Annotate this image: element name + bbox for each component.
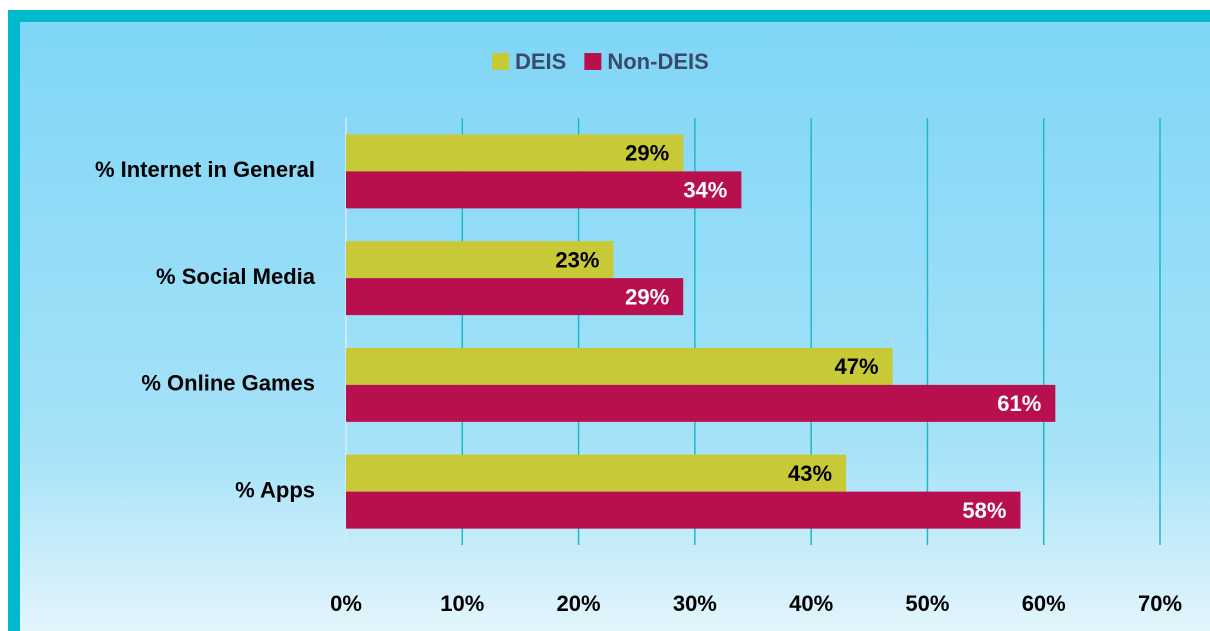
value-label: 34% bbox=[683, 178, 727, 203]
bar bbox=[346, 278, 684, 316]
background bbox=[20, 22, 1210, 631]
bar bbox=[346, 347, 893, 385]
bar bbox=[346, 171, 742, 209]
x-tick-label: 70% bbox=[1138, 591, 1182, 616]
legend-label: DEIS bbox=[515, 49, 566, 74]
value-label: 29% bbox=[625, 284, 669, 309]
category-label: % Online Games bbox=[141, 371, 315, 396]
legend-swatch bbox=[492, 53, 509, 70]
bar bbox=[346, 134, 684, 172]
legend-swatch bbox=[584, 53, 602, 70]
legend-label: Non-DEIS bbox=[607, 49, 708, 74]
x-tick-label: 10% bbox=[440, 591, 484, 616]
bar bbox=[346, 241, 614, 279]
x-tick-label: 0% bbox=[330, 591, 362, 616]
bar bbox=[346, 454, 847, 492]
bar bbox=[346, 491, 1021, 529]
x-tick-label: 50% bbox=[905, 591, 949, 616]
x-tick-label: 20% bbox=[557, 591, 601, 616]
category-label: % Social Media bbox=[156, 264, 316, 289]
category-label: % Internet in General bbox=[95, 157, 315, 182]
x-tick-label: 60% bbox=[1022, 591, 1066, 616]
x-tick-label: 40% bbox=[789, 591, 833, 616]
category-label: % Apps bbox=[235, 477, 315, 502]
value-label: 23% bbox=[555, 247, 599, 272]
value-label: 29% bbox=[625, 141, 669, 166]
value-label: 58% bbox=[962, 498, 1006, 523]
value-label: 43% bbox=[788, 461, 832, 486]
value-label: 61% bbox=[997, 391, 1041, 416]
value-label: 47% bbox=[834, 354, 878, 379]
x-tick-label: 30% bbox=[673, 591, 717, 616]
bar bbox=[346, 384, 1056, 422]
